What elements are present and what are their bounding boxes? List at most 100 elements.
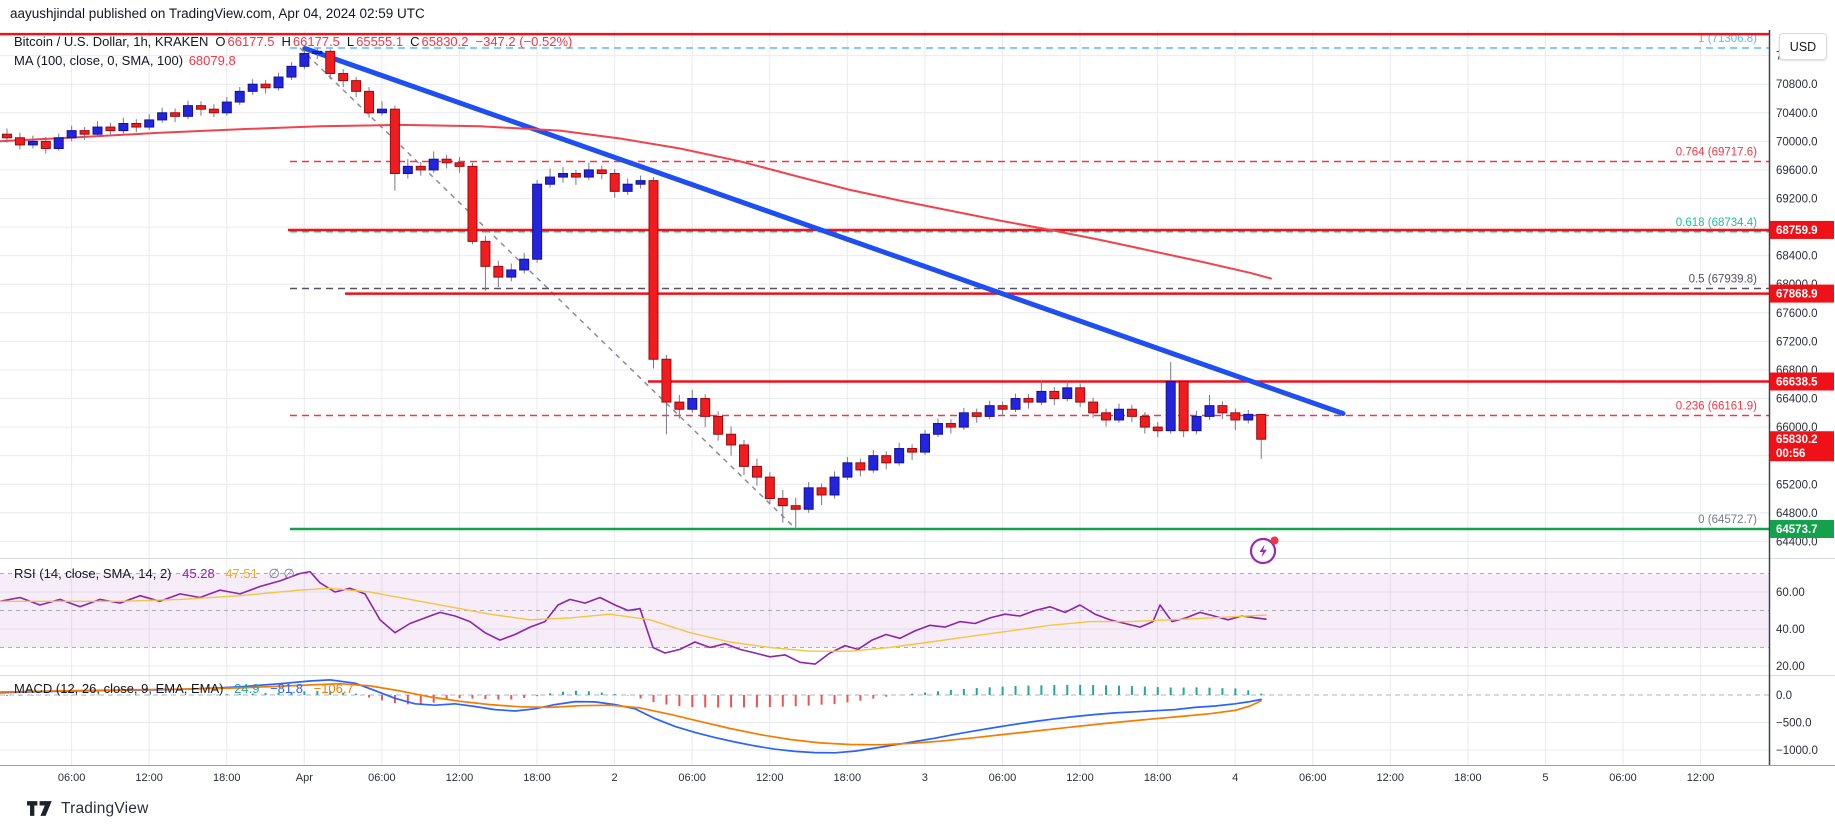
svg-text:64573.7: 64573.7	[1776, 524, 1818, 536]
svg-text:06:00: 06:00	[1299, 772, 1327, 784]
high-label: H	[281, 34, 291, 49]
rsi-label: RSI (14, close, SMA, 14, 2)	[14, 566, 172, 581]
rsi-band	[0, 573, 1769, 648]
svg-text:68759.9: 68759.9	[1776, 225, 1818, 237]
svg-text:00:56: 00:56	[1776, 448, 1805, 460]
svg-text:67200.0: 67200.0	[1776, 336, 1818, 348]
macd-label: MACD (12, 26, close, 9, EMA, EMA)	[14, 681, 224, 696]
macd-pane	[0, 679, 1263, 754]
svg-text:12:00: 12:00	[756, 772, 784, 784]
svg-text:70400.0: 70400.0	[1776, 108, 1818, 120]
svg-text:69600.0: 69600.0	[1776, 165, 1818, 177]
svg-text:12:00: 12:00	[135, 772, 163, 784]
pane-frames	[0, 30, 1835, 766]
svg-text:18:00: 18:00	[213, 772, 241, 784]
ma-legend: MA (100, close, 0, SMA, 100) 68079.8	[14, 53, 236, 68]
svg-text:06:00: 06:00	[58, 772, 86, 784]
open-label: O	[215, 34, 226, 49]
open-value: 66177.5	[227, 34, 275, 49]
macd-hist-value: 24.9	[234, 681, 260, 696]
svg-text:64400.0: 64400.0	[1776, 536, 1818, 548]
svg-text:40.00: 40.00	[1776, 624, 1805, 636]
svg-text:65830.2: 65830.2	[1776, 434, 1818, 446]
rsi-ma-value: 47.51	[225, 566, 258, 581]
low-label: L	[346, 34, 355, 49]
svg-text:69200.0: 69200.0	[1776, 193, 1818, 205]
macd-signal-value: −106.7	[313, 681, 354, 696]
high-value: 66177.5	[292, 34, 340, 49]
svg-text:0.5 (67939.8): 0.5 (67939.8)	[1689, 274, 1758, 286]
svg-text:18:00: 18:00	[1454, 772, 1482, 784]
svg-text:12:00: 12:00	[1377, 772, 1405, 784]
svg-text:66400.0: 66400.0	[1776, 394, 1818, 406]
rsi-hidden-plots-icon: ∅ ∅	[268, 566, 295, 581]
svg-text:65200.0: 65200.0	[1776, 479, 1818, 491]
macd-legend: MACD (12, 26, close, 9, EMA, EMA) 24.9 −…	[14, 681, 354, 696]
ma-label: MA (100, close, 0, SMA, 100)	[14, 53, 184, 68]
svg-text:06:00: 06:00	[678, 772, 706, 784]
grid-lines	[0, 30, 1769, 765]
lightning-alert-icon[interactable]	[1248, 533, 1282, 567]
svg-text:18:00: 18:00	[523, 772, 551, 784]
svg-text:4: 4	[1232, 772, 1238, 784]
svg-text:68400.0: 68400.0	[1776, 251, 1818, 263]
svg-text:18:00: 18:00	[1144, 772, 1172, 784]
footer-bar: TradingView	[0, 790, 1835, 827]
svg-text:20.00: 20.00	[1776, 661, 1805, 673]
rsi-pane	[0, 570, 1267, 665]
svg-text:3: 3	[922, 772, 928, 784]
rsi-value: 45.28	[182, 566, 215, 581]
low-value: 65555.1	[356, 34, 404, 49]
svg-text:06:00: 06:00	[1609, 772, 1637, 784]
candles	[2, 47, 1267, 530]
symbol-legend: Bitcoin / U.S. Dollar, 1h, KRAKEN O 66177.…	[14, 34, 572, 49]
price-axis[interactable]: 71200.070800.070400.070000.069600.069200…	[1776, 51, 1818, 757]
svg-text:60.00: 60.00	[1776, 587, 1805, 599]
svg-text:70000.0: 70000.0	[1776, 136, 1818, 148]
svg-text:18:00: 18:00	[834, 772, 862, 784]
svg-text:12:00: 12:00	[1687, 772, 1715, 784]
close-label: C	[410, 34, 420, 49]
svg-text:67868.9: 67868.9	[1776, 289, 1818, 301]
attribution-bar: aayushjindal published on TradingView.co…	[10, 6, 425, 21]
descending-trendline	[302, 45, 1346, 417]
change-value: −347.2 (−0.52%)	[475, 34, 573, 49]
tradingview-logo-text[interactable]: TradingView	[61, 799, 149, 817]
rsi-legend: RSI (14, close, SMA, 14, 2) 45.28 47.51 …	[14, 566, 295, 582]
svg-text:−500.0: −500.0	[1776, 718, 1812, 730]
svg-text:12:00: 12:00	[1066, 772, 1094, 784]
tradingview-logo-icon[interactable]	[27, 800, 53, 817]
svg-text:0.618 (68734.4): 0.618 (68734.4)	[1676, 217, 1757, 229]
macd-value: −81.8	[270, 681, 303, 696]
svg-text:66000.0: 66000.0	[1776, 422, 1818, 434]
ma100-line	[0, 123, 1272, 280]
svg-text:70800.0: 70800.0	[1776, 79, 1818, 91]
ma-value: 68079.8	[188, 53, 236, 68]
svg-text:1 (71306.8): 1 (71306.8)	[1698, 33, 1757, 45]
time-axis[interactable]: 06:00 12:00 18:00 Apr 06:00 12:00 18:00 2 06:00 1…	[58, 772, 1715, 784]
svg-text:06:00: 06:00	[989, 772, 1017, 784]
close-value: 65830.2	[421, 34, 469, 49]
symbol-title: Bitcoin / U.S. Dollar, 1h, KRAKEN	[14, 34, 209, 49]
svg-text:Apr: Apr	[296, 772, 313, 784]
alert-red-dot	[1270, 536, 1279, 545]
svg-text:2: 2	[612, 772, 618, 784]
svg-text:0 (64572.7): 0 (64572.7)	[1698, 514, 1757, 526]
svg-text:12:00: 12:00	[446, 772, 474, 784]
svg-text:0.0: 0.0	[1776, 690, 1792, 702]
svg-text:0.764 (69717.6): 0.764 (69717.6)	[1676, 147, 1757, 159]
svg-text:64800.0: 64800.0	[1776, 508, 1818, 520]
svg-text:06:00: 06:00	[368, 772, 396, 784]
svg-text:66638.5: 66638.5	[1776, 376, 1818, 388]
svg-text:67600.0: 67600.0	[1776, 308, 1818, 320]
svg-text:0.236 (66161.9): 0.236 (66161.9)	[1676, 401, 1757, 413]
currency-toggle-button[interactable]: USD	[1779, 33, 1827, 60]
lightning-bolt-glyph	[1259, 544, 1267, 558]
fib-retracement: 1 (71306.8) 0.764 (69717.6) 0.618 (68734.4…	[290, 33, 1769, 530]
svg-text:5: 5	[1542, 772, 1548, 784]
price-badges: 68759.9 67868.9 66638.5 65830.2 00:56 64573.7	[1770, 220, 1834, 538]
horizontal-lines	[0, 32, 1769, 531]
svg-text:−1000.0: −1000.0	[1776, 745, 1818, 757]
